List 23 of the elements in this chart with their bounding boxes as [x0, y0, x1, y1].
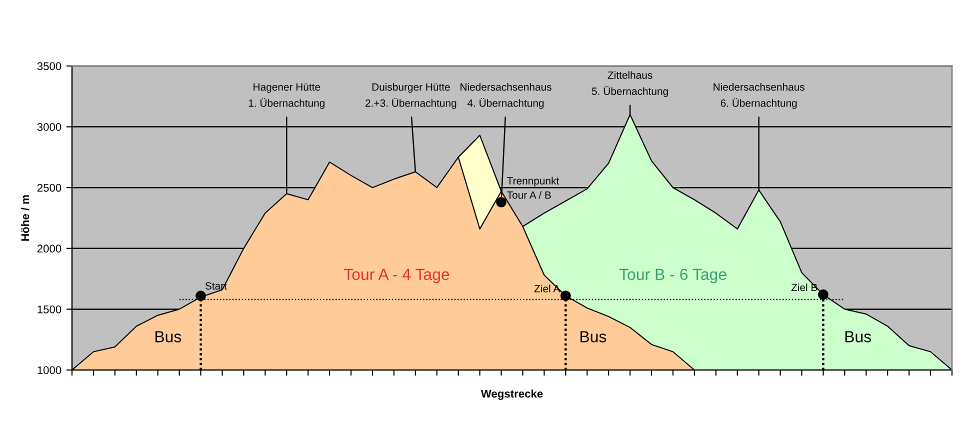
y-tick-label: 3000	[37, 123, 62, 131]
annotation: Bus	[155, 331, 182, 342]
y-tick-label: 3500	[37, 62, 62, 70]
annotation: Niedersachsenhaus 4. Übernachtung	[460, 83, 552, 109]
series-label: Trennpunkt Tour A / B	[507, 176, 560, 199]
annotation: Bus	[845, 331, 872, 342]
y-tick-label: 1500	[38, 305, 62, 314]
point	[496, 196, 506, 208]
y-tick-label: 2000	[37, 244, 62, 253]
series-label: Tour B - 6 Tage	[619, 268, 726, 284]
annotation: Duisburger Hütte 2.+3. Übernachtung	[366, 83, 456, 109]
annotation: Zittelhaus 5. Übernachtung	[592, 71, 668, 98]
x-axis-title: Wegstrecke	[480, 389, 543, 400]
annotation: Niedersachsenhaus 6. Übernachtung	[714, 83, 804, 109]
y-axis-title: Höhe / m	[20, 195, 30, 241]
annotation: Hagener Hütte 1. Übernachtung	[248, 83, 324, 109]
point	[196, 290, 206, 302]
series-label: Tour A - 4 Tage	[344, 268, 450, 284]
point	[560, 290, 571, 302]
annotation: Bus	[580, 331, 606, 342]
y-tick-label: 2500	[37, 184, 62, 192]
point	[818, 289, 828, 300]
y-tick-label: 1000	[38, 366, 62, 374]
